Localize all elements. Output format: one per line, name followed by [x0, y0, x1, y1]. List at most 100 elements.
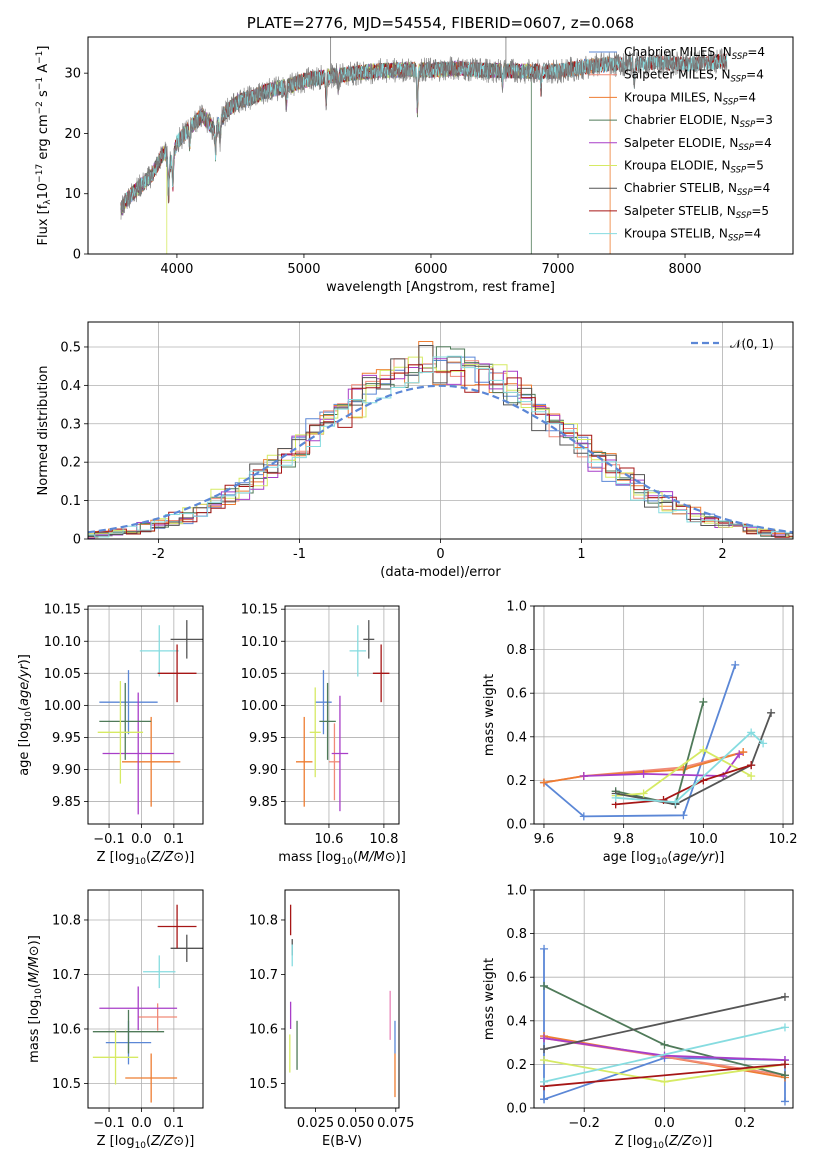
data-point-marker [780, 1060, 789, 1069]
y-tick-label: 10.8 [52, 913, 81, 928]
data-point-marker [671, 798, 680, 807]
series-kroupa-miles [539, 748, 748, 787]
data-point-marker [540, 1095, 549, 1104]
plot-area [539, 660, 776, 821]
legend-entry: Chabrier MILES, NSSP=4 [624, 45, 765, 62]
y-tick-label: 9.95 [249, 731, 278, 746]
data-point-marker [540, 1045, 549, 1054]
series-kroupa-stelib [540, 1023, 789, 1086]
series-line [543, 1026, 786, 1083]
x-tick-label: 2 [718, 547, 726, 562]
y-tick-label: 10.05 [44, 667, 81, 682]
y-tick-label: 0.8 [506, 643, 527, 658]
y-tick-label: 10.05 [241, 667, 278, 682]
data-point-marker [660, 1040, 669, 1049]
x-axis-label: wavelength [Angstrom, rest frame] [326, 280, 555, 295]
y-tick-label: 10.15 [241, 603, 278, 618]
series-chabrier-stelib [540, 992, 789, 1054]
data-point-marker [747, 761, 756, 770]
data-point-marker [639, 789, 648, 798]
y-tick-label: 0.4 [60, 379, 81, 394]
x-tick-label: 1 [577, 547, 585, 562]
x-tick-label: 10.6 [314, 832, 343, 847]
data-point-marker [699, 697, 708, 706]
legend-entry: Kroupa STELIB, NSSP=4 [624, 227, 761, 244]
data-point-marker [611, 793, 620, 802]
x-tick-label: 0.050 [337, 1116, 374, 1131]
errorbar-point-kroupa-elodie [92, 1030, 139, 1085]
mass-vs-metallicity-panel: −0.1 0.0 0.1 10.5 10.6 10.7 10.8 Z [log10(Z/Z⊙)… [27, 889, 204, 1151]
y-tick-label: 0 [73, 533, 81, 548]
errorbar-point-salpeter-stelib [157, 904, 197, 949]
y-tick-label: 9.85 [52, 795, 81, 810]
y-tick-label: 0.0 [506, 818, 527, 833]
x-tick-label: 0.025 [297, 1116, 334, 1131]
data-point-marker [579, 772, 588, 781]
errorbar-point-salpeter-elodie [331, 695, 349, 812]
plot-area [92, 904, 203, 1103]
data-point-marker [767, 708, 776, 717]
y-tick-label: 0.8 [506, 927, 527, 942]
y-tick-label: 10.00 [241, 699, 278, 714]
x-tick-label: 10.2 [769, 832, 798, 847]
series-salpeter-stelib [611, 761, 756, 809]
legend-entry: Kroupa MILES, NSSP=4 [624, 90, 756, 107]
x-tick-label: 0.1 [164, 832, 185, 847]
plot-area [540, 944, 789, 1106]
y-tick-label: 10.6 [249, 1022, 278, 1037]
data-point-marker [699, 745, 708, 754]
x-tick-label: 10.8 [369, 832, 398, 847]
series-kroupa-stelib [611, 728, 768, 807]
x-tick-label: 4000 [160, 262, 193, 277]
y-tick-label: 10.7 [249, 968, 278, 983]
legend: Chabrier MILES, NSSP=4 Salpeter MILES, NS… [589, 45, 773, 244]
y-axis-label: mass weight [482, 674, 497, 756]
y-tick-label: 0.4 [506, 730, 527, 745]
axes-frame [533, 605, 794, 825]
errorbar-point-chabrier-miles [99, 670, 158, 735]
x-tick-label: 9.8 [613, 832, 634, 847]
plot-area [88, 341, 793, 539]
legend-entry: Chabrier STELIB, NSSP=4 [624, 181, 770, 198]
axes-frame [284, 889, 400, 1109]
data-point-marker [747, 728, 756, 737]
x-tick-label: 0.0 [654, 1116, 675, 1131]
data-point-marker [759, 739, 768, 748]
errorbar-point-salpeter-elodie [102, 692, 174, 815]
series-line [543, 664, 737, 818]
errorbar-point-salpeter-stelib [372, 644, 390, 703]
y-tick-label: 10.8 [249, 913, 278, 928]
mass-vs-extinction-panel: 0.025 0.050 0.075 10.5 10.6 10.7 10.8 E(B-V) [249, 889, 414, 1149]
series-line [543, 995, 786, 1050]
errorbar-point-chabrier-miles [315, 670, 332, 735]
data-point-marker [735, 750, 744, 759]
errorbar-point-kroupa-miles [125, 1053, 178, 1103]
axes-frame [87, 36, 794, 255]
data-point-marker [540, 1077, 549, 1086]
data-point-marker [780, 992, 789, 1001]
data-point-marker [780, 1071, 789, 1080]
data-point-marker [539, 778, 548, 787]
y-axis-label: Normed distribution [36, 366, 51, 496]
errorbar-point-kroupa-stelib [143, 955, 176, 989]
y-tick-label: 0.2 [60, 456, 81, 471]
plot-area [120, 37, 728, 254]
y-tick-label: 0.0 [506, 1102, 527, 1117]
x-tick-label: 10.0 [689, 832, 718, 847]
series-salpeter-elodie [540, 1034, 789, 1065]
errorbar-point-kroupa-stelib [139, 625, 179, 677]
y-tick-label: 0 [73, 248, 81, 263]
y-tick-label: 10 [64, 187, 81, 202]
x-axis-label: Z [log10(Z/Z⊙)] [97, 850, 195, 867]
axes-frame [87, 321, 794, 540]
plot-area [289, 904, 396, 1098]
histogram-kroupa-stelib [88, 355, 793, 538]
data-point-marker [639, 769, 648, 778]
axes-frame [87, 889, 204, 1109]
x-axis-label: (data-model)/error [380, 565, 501, 580]
data-point-marker [679, 811, 688, 820]
x-tick-label: 8000 [668, 262, 701, 277]
x-tick-label: 0 [436, 547, 444, 562]
y-axis-label: mass weight [482, 958, 497, 1040]
